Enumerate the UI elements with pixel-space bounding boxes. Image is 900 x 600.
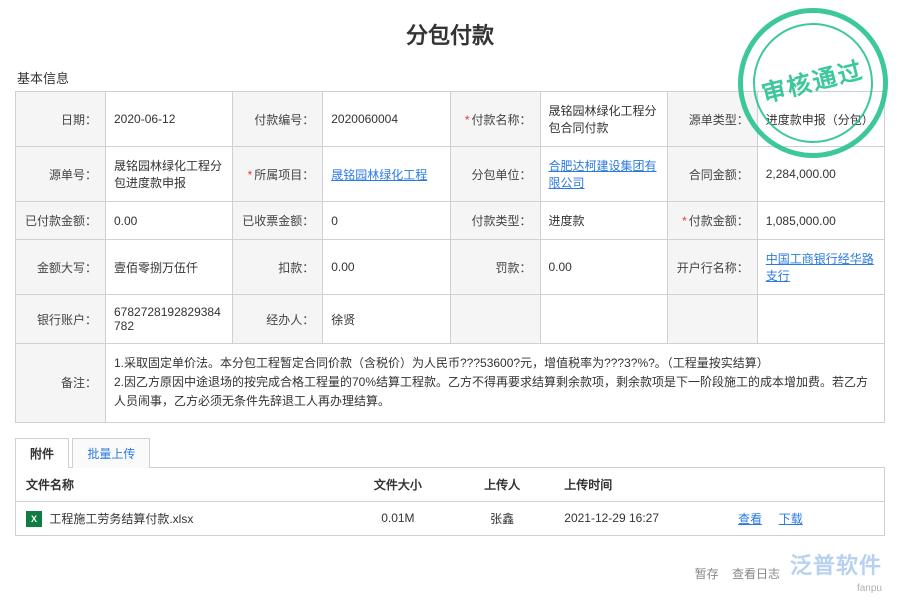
bank-link[interactable]: 中国工商银行经华路支行	[766, 252, 874, 283]
file-name: 工程施工劳务结算付款.xlsx	[49, 512, 193, 526]
paid-value: 0.00	[106, 202, 233, 240]
account-value: 6782728192829384782	[106, 295, 233, 344]
srcno-label: 源单号：	[16, 147, 106, 202]
col-uploadtime: 上传时间	[554, 467, 728, 501]
srctype-label: 源单类型：	[667, 92, 757, 147]
bank-label: 开户行名称：	[667, 240, 757, 295]
invoice-label: 已收票金额：	[233, 202, 323, 240]
payamt-label: *付款金额：	[667, 202, 757, 240]
payname-value: 晟铭园林绿化工程分包合同付款	[540, 92, 667, 147]
watermark-logo: 泛普软件	[790, 548, 882, 580]
attachment-tabs: 附件 批量上传	[15, 437, 885, 467]
capital-label: 金额大写：	[16, 240, 106, 295]
basic-info-table: 日期： 2020-06-12 付款编号： 2020060004 *付款名称： 晟…	[15, 91, 885, 423]
subunit-label: 分包单位：	[450, 147, 540, 202]
invoice-value: 0	[323, 202, 450, 240]
penalty-label: 罚款：	[450, 240, 540, 295]
tab-batch-upload[interactable]: 批量上传	[72, 438, 150, 468]
deduct-value: 0.00	[323, 240, 450, 295]
col-filesize: 文件大小	[346, 467, 450, 501]
deduct-label: 扣款：	[233, 240, 323, 295]
srcno-value: 晟铭园林绿化工程分包进度款申报	[106, 147, 233, 202]
project-label: *所属项目：	[233, 147, 323, 202]
payamt-value: 1,085,000.00	[757, 202, 884, 240]
remark-label: 备注：	[16, 344, 106, 423]
section-basic-label: 基本信息	[17, 68, 885, 87]
paid-label: 已付款金额：	[16, 202, 106, 240]
view-log-button[interactable]: 查看日志	[732, 567, 780, 581]
contract-amt-label: 合同金额：	[667, 147, 757, 202]
page-title: 分包付款	[15, 18, 885, 50]
date-value: 2020-06-12	[106, 92, 233, 147]
paytype-value: 进度款	[540, 202, 667, 240]
file-uploader: 张鑫	[450, 501, 554, 536]
contract-amt-value: 2,284,000.00	[757, 147, 884, 202]
file-size: 0.01M	[346, 501, 450, 536]
view-link[interactable]: 查看	[738, 512, 762, 526]
paycode-value: 2020060004	[323, 92, 450, 147]
footer-actions: 暂存 查看日志	[695, 565, 780, 582]
col-uploader: 上传人	[450, 467, 554, 501]
download-link[interactable]: 下载	[779, 512, 803, 526]
remark-value: 1.采取固定单价法。本分包工程暂定合同价款（含税价）为人民币???53600?元…	[106, 344, 885, 423]
watermark-sub: fanpu	[857, 583, 882, 594]
file-time: 2021-12-29 16:27	[554, 501, 728, 536]
excel-icon: X	[26, 511, 42, 527]
attachment-row: X 工程施工劳务结算付款.xlsx 0.01M 张鑫 2021-12-29 16…	[16, 501, 885, 536]
penalty-value: 0.00	[540, 240, 667, 295]
paytype-label: 付款类型：	[450, 202, 540, 240]
payname-label: *付款名称：	[450, 92, 540, 147]
subunit-link[interactable]: 合肥达柯建设集团有限公司	[549, 159, 657, 190]
save-draft-button[interactable]: 暂存	[695, 567, 719, 581]
project-link[interactable]: 晟铭园林绿化工程	[331, 168, 427, 182]
paycode-label: 付款编号：	[233, 92, 323, 147]
capital-value: 壹佰零捌万伍仟	[106, 240, 233, 295]
date-label: 日期：	[16, 92, 106, 147]
srctype-value: 进度款申报（分包）	[757, 92, 884, 147]
tab-attachments[interactable]: 附件	[15, 438, 69, 468]
account-label: 银行账户：	[16, 295, 106, 344]
attachment-table: 文件名称 文件大小 上传人 上传时间 X 工程施工劳务结算付款.xlsx 0.0…	[15, 467, 885, 537]
operator-value: 徐贤	[323, 295, 450, 344]
col-filename: 文件名称	[16, 467, 346, 501]
operator-label: 经办人：	[233, 295, 323, 344]
